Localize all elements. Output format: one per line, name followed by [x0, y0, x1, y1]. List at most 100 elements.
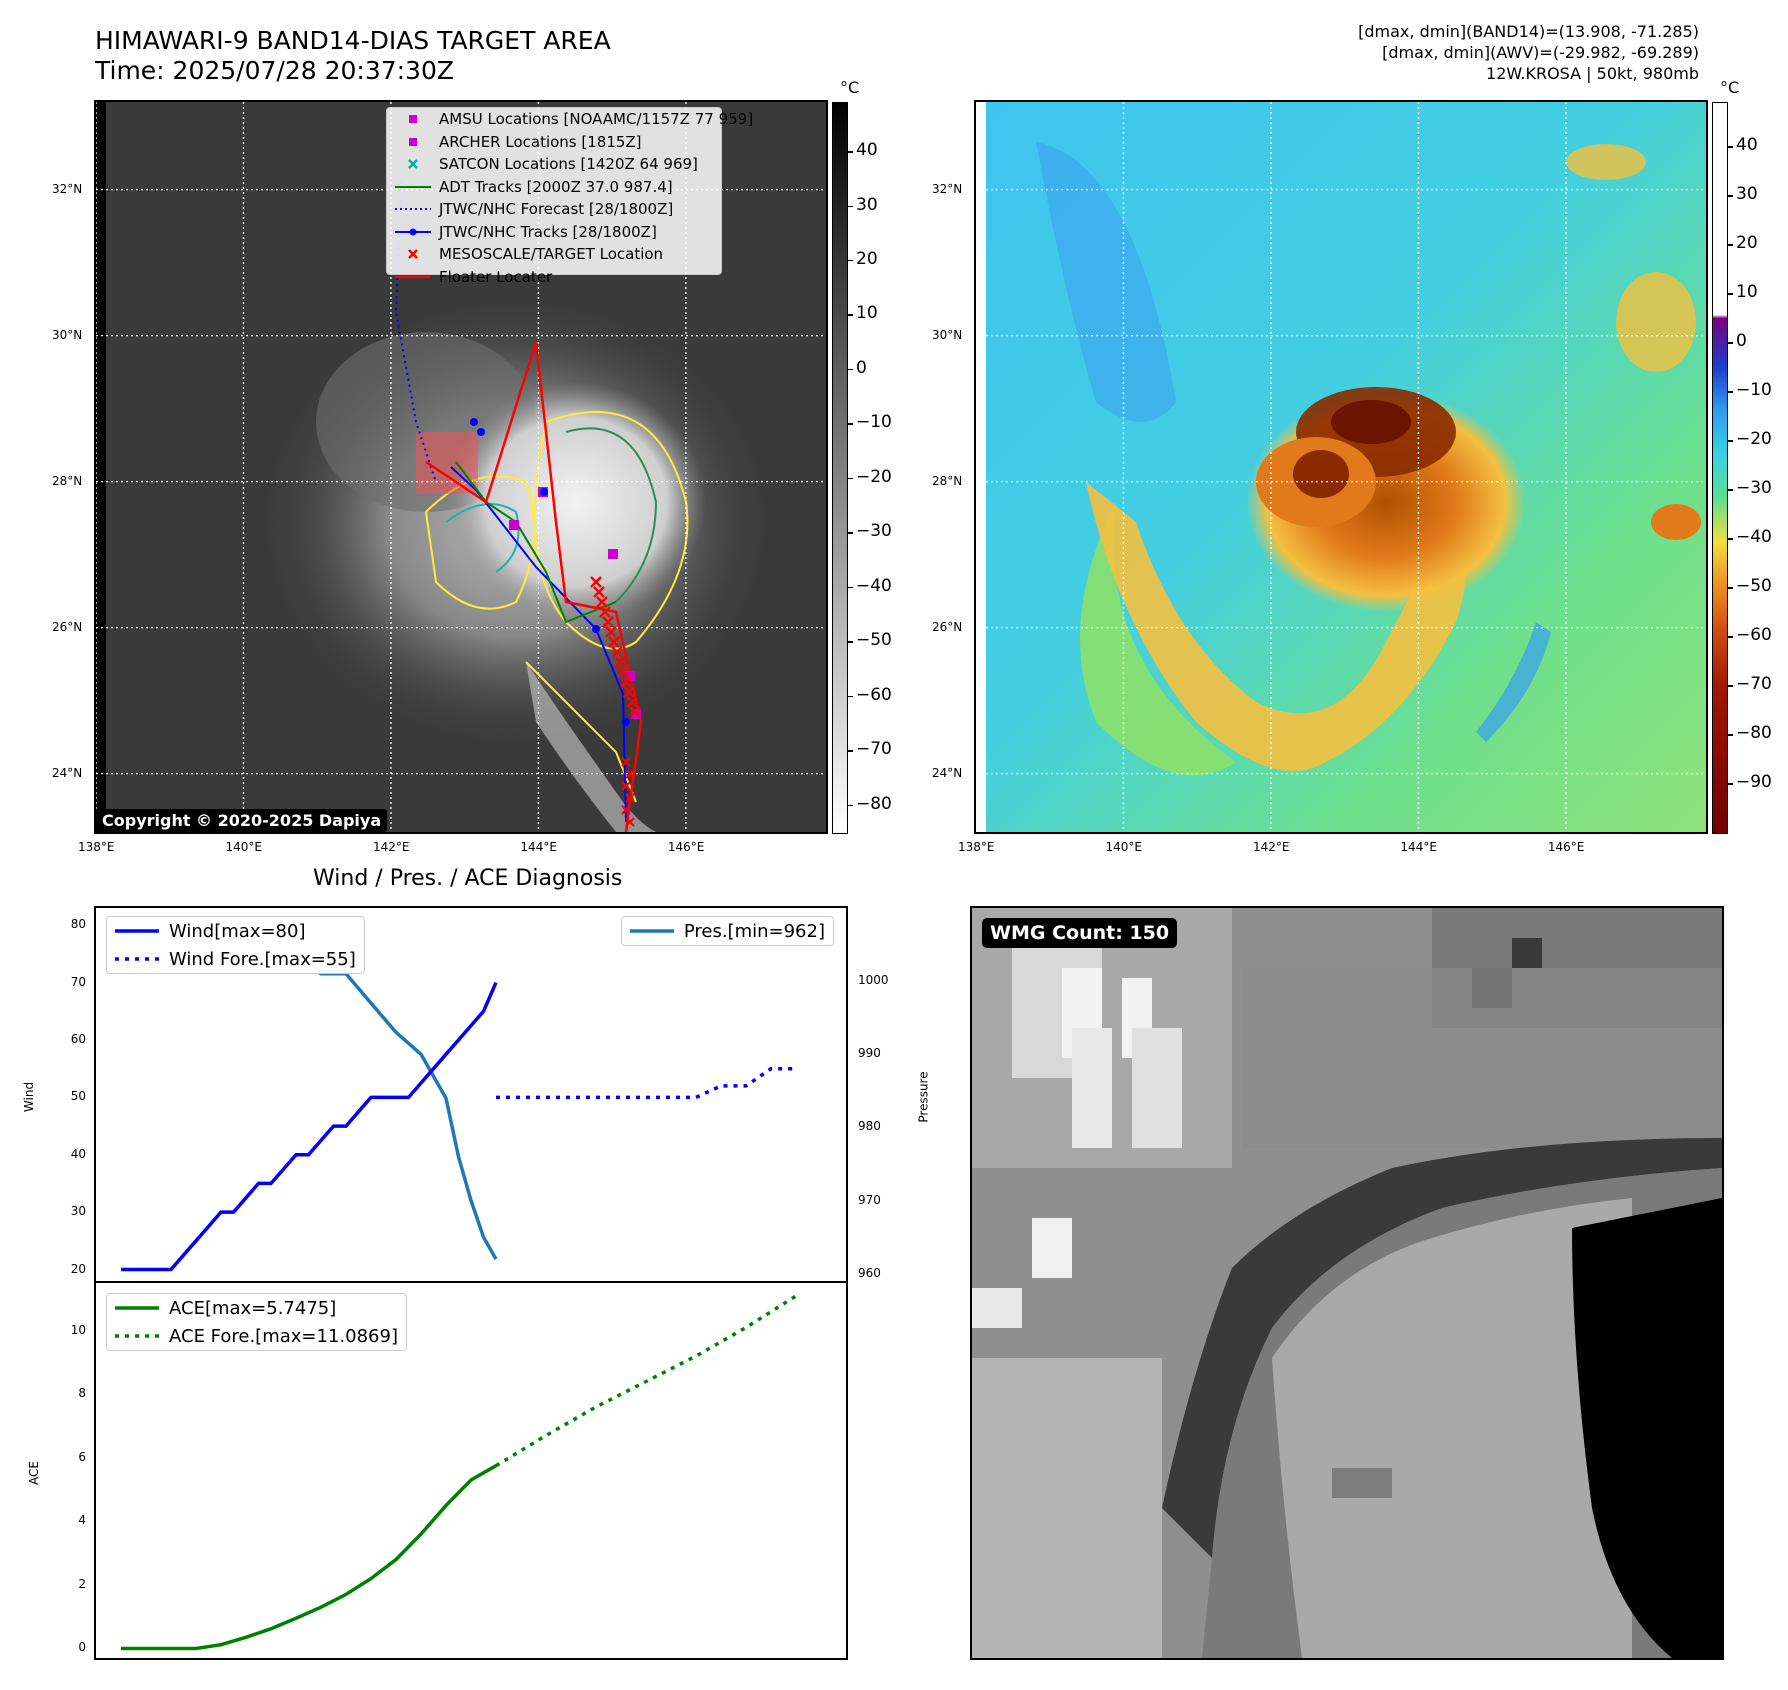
mesoscale-target-marker: [625, 817, 635, 827]
awv-colorbar-tick-mark: [1728, 244, 1733, 246]
pressure-tick-label: 980: [858, 1119, 881, 1134]
awv-colorbar-tick: −30: [1736, 478, 1772, 499]
wind-tick-label: 30: [70, 1204, 86, 1219]
awv-colorbar-tick: 10: [1736, 282, 1758, 303]
ir-lon-label: 146°E: [667, 840, 705, 854]
jtwc-track-point: [622, 718, 630, 726]
ir-colorbar-tick: −50: [856, 630, 892, 651]
awv-colorbar-tick: 20: [1736, 233, 1758, 254]
ace-fore-legend-label: ACE Fore.[max=11.0869]: [169, 1325, 398, 1347]
legend-x-icon: [408, 159, 418, 170]
wmg-count-label: WMG Count: 150: [982, 918, 1178, 948]
legend-dot-icon: [409, 228, 417, 236]
ir-colorbar-tick-mark: [848, 314, 853, 316]
ir-lat-label: 26°N: [52, 619, 83, 634]
ir-legend-label: JTWC/NHC Tracks [28/1800Z]: [439, 222, 657, 241]
awv-colorbar-tick: −90: [1736, 772, 1772, 792]
ir-legend-row: JTWC/NHC Forecast [28/1800Z]: [387, 198, 721, 221]
awv-colorbar-tick-mark: [1728, 293, 1733, 295]
awv-colorbar-tick: −50: [1736, 576, 1772, 597]
legend-x-icon: [408, 249, 418, 260]
mesoscale-target-marker: [621, 805, 631, 815]
ir-colorbar-tick: −80: [856, 793, 892, 814]
mesoscale-target-marker: [626, 696, 638, 708]
ir-legend-label: JTWC/NHC Forecast [28/1800Z]: [439, 200, 674, 219]
awv-colorbar-tick-mark: [1728, 146, 1733, 148]
wind-tick-label: 40: [70, 1146, 86, 1161]
ir-legend-row: ARCHER Locations [1815Z]: [387, 131, 721, 154]
awv-colorbar-tick-mark: [1728, 636, 1733, 638]
ir-colorbar-tick-mark: [848, 259, 853, 262]
awv-colorbar: [1712, 102, 1728, 834]
ace-legend-line-icon: [115, 1306, 159, 1310]
pressure-legend-label: Pres.[min=962]: [683, 920, 825, 942]
awv-colorbar-tick-mark: [1728, 440, 1733, 442]
pressure-tick-label: 1000: [858, 973, 889, 988]
ir-legend-symbol-icon: [409, 137, 417, 146]
awv-colorbar-tick: −20: [1736, 429, 1772, 450]
wind-fore-legend-dotted-icon: [115, 957, 159, 961]
jtwc-track-point: [470, 418, 478, 426]
awv-map-canvas: [976, 102, 1706, 832]
ir-legend-symbol-icon: [395, 228, 431, 236]
pressure-legend: Pres.[min=962]: [620, 916, 834, 946]
ir-colorbar-unit: °C: [840, 78, 860, 97]
mesoscale-target-marker: [617, 666, 629, 678]
mesoscale-target-marker: [605, 626, 617, 638]
pressure-axis-label: Pressure: [916, 1071, 931, 1123]
wind-axis-label: Wind: [22, 1081, 37, 1113]
wind-pressure-plot: Wind[max=80] Wind Fore.[max=55] Pres.[mi…: [94, 906, 848, 1283]
ir-colorbar-tick-mark: [848, 695, 853, 698]
ir-colorbar-tick: 40: [856, 140, 878, 161]
mesoscale-target-marker: [590, 576, 602, 588]
ir-lon-label: 140°E: [225, 840, 262, 854]
wind-tick-label: 60: [70, 1031, 86, 1046]
ir-colorbar-tick-mark: [848, 532, 853, 534]
ir-colorbar-tick-mark: [848, 750, 853, 752]
mesoscale-target-marker: [593, 586, 605, 598]
ir-lat-label: 30°N: [52, 327, 83, 342]
legend-square-icon: [409, 115, 417, 124]
awv-colorbar-tick-mark: [1728, 195, 1733, 197]
amsu-marker: [608, 549, 618, 559]
ir-legend-label: AMSU Locations [NOAAMC/1157Z 77 959]: [439, 110, 754, 129]
ir-legend-row: Floater Locater: [387, 266, 721, 289]
mesoscale-target-marker: [621, 781, 631, 791]
ir-colorbar-tick-mark: [848, 151, 853, 153]
ir-lat-label: 28°N: [52, 473, 83, 488]
ir-colorbar-tick-mark: [848, 804, 853, 807]
ir-legend: AMSU Locations [NOAAMC/1157Z 77 959] ARCH…: [386, 107, 753, 286]
ace-tick-label: 2: [78, 1576, 86, 1591]
awv-colorbar-tick: 40: [1736, 135, 1758, 156]
awv-colorbar-tick: −10: [1736, 380, 1772, 401]
jtwc-track-point: [592, 625, 600, 633]
ace-legend-label: ACE[max=5.7475]: [169, 1297, 337, 1319]
wind-tick-label: 70: [70, 974, 86, 989]
chart-title: HIMAWARI-9 BAND14-DIAS TARGET AREA: [95, 26, 611, 55]
ace-tick-label: 0: [78, 1640, 86, 1655]
ir-legend-label: ADT Tracks [2000Z 37.0 987.4]: [439, 177, 673, 196]
ace-series-line: [121, 1464, 497, 1651]
ir-legend-label: SATCON Locations [1420Z 64 969]: [439, 155, 698, 174]
ir-lon-label: 138°E: [78, 840, 115, 854]
ir-map-canvas: [96, 102, 826, 832]
awv-colorbar-tick-mark: [1728, 342, 1733, 344]
amsu-marker: [509, 520, 519, 530]
ir-colorbar-tick: 30: [856, 194, 878, 215]
ir-legend-row: MESOSCALE/TARGET Location: [387, 243, 721, 266]
pressure-legend-line-icon: [629, 929, 674, 933]
ace-tick-label: 6: [78, 1449, 86, 1464]
ir-colorbar-tick: −70: [856, 739, 892, 760]
ir-lat-label: 32°N: [52, 181, 83, 196]
ir-colorbar-tick: 0: [856, 357, 867, 378]
mesoscale-target-marker: [614, 656, 626, 668]
awv-lat-label: 24°N: [932, 765, 963, 780]
awv-lon-label: 144°E: [1400, 840, 1437, 854]
ir-legend-symbol-icon: [409, 115, 417, 124]
awv-colorbar-tick: −80: [1736, 723, 1772, 743]
mesoscale-target-marker: [629, 706, 641, 718]
chart-time: Time: 2025/07/28 20:37:30Z: [95, 56, 454, 85]
wmg-canvas: [972, 908, 1722, 1658]
awv-colorbar-tick-mark: [1728, 734, 1733, 736]
awv-lon-label: 138°E: [958, 840, 995, 854]
